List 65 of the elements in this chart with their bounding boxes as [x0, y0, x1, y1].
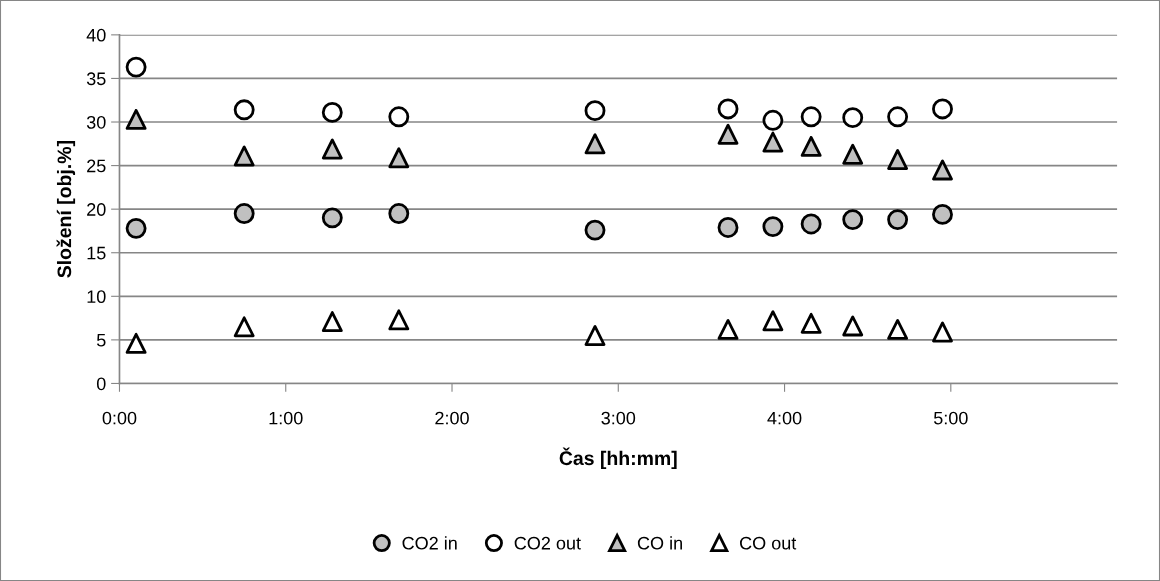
x-tick-label: 0:00 — [102, 411, 137, 425]
point — [887, 106, 909, 128]
point — [388, 147, 410, 169]
point — [584, 100, 606, 122]
y-tick-label: 15 — [87, 246, 106, 260]
point — [932, 98, 953, 120]
point — [125, 56, 147, 78]
point — [932, 159, 953, 181]
y-tick-label: 25 — [87, 159, 106, 173]
point — [800, 213, 822, 235]
x-tick-label: 5:00 — [933, 411, 968, 425]
point — [762, 131, 784, 153]
x-tick-label: 3:00 — [601, 411, 636, 425]
x-axis-title: Čas [hh:mm] — [559, 447, 677, 469]
legend-label: CO out — [740, 536, 797, 550]
point — [388, 106, 410, 128]
point — [842, 315, 864, 337]
point — [125, 108, 147, 130]
point — [717, 123, 739, 145]
point — [321, 311, 343, 333]
x-tick-label: 2:00 — [435, 411, 469, 425]
y-tick-label: 5 — [96, 334, 106, 347]
legend-label: CO2 in — [402, 536, 457, 550]
point — [584, 219, 606, 241]
y-axis-title: Složení [obj.%] — [56, 141, 76, 278]
point — [233, 145, 255, 167]
point — [842, 107, 864, 129]
point — [800, 106, 822, 128]
y-tick-label: 10 — [87, 290, 106, 304]
point — [717, 98, 739, 120]
y-tick-label: 0 — [96, 377, 106, 391]
point — [584, 325, 606, 346]
legend-label: CO2 out — [514, 536, 581, 550]
point — [800, 135, 822, 157]
point — [762, 310, 784, 332]
point — [321, 101, 343, 123]
point — [717, 318, 739, 340]
x-tick-label: 4:00 — [767, 411, 802, 425]
point — [932, 203, 953, 225]
point — [717, 217, 739, 238]
point — [887, 149, 909, 170]
y-tick-label: 30 — [86, 115, 106, 129]
point — [321, 207, 343, 229]
point — [842, 143, 864, 165]
point — [762, 216, 784, 238]
point — [584, 133, 606, 155]
y-tick-label: 20 — [87, 203, 106, 216]
point — [388, 309, 410, 331]
legend-label: CO in — [637, 536, 682, 550]
y-tick-label: 35 — [86, 72, 106, 86]
point — [887, 318, 909, 340]
point — [887, 209, 909, 231]
point — [388, 203, 410, 224]
point — [233, 99, 255, 121]
point — [233, 316, 255, 338]
point — [233, 203, 255, 224]
point — [125, 332, 147, 354]
point — [932, 321, 953, 343]
point — [762, 109, 784, 131]
x-tick-label: 1:00 — [269, 411, 303, 425]
point — [842, 209, 864, 231]
point — [321, 138, 343, 160]
point — [125, 217, 147, 239]
y-tick-label: 40 — [86, 28, 106, 42]
point — [800, 312, 822, 334]
